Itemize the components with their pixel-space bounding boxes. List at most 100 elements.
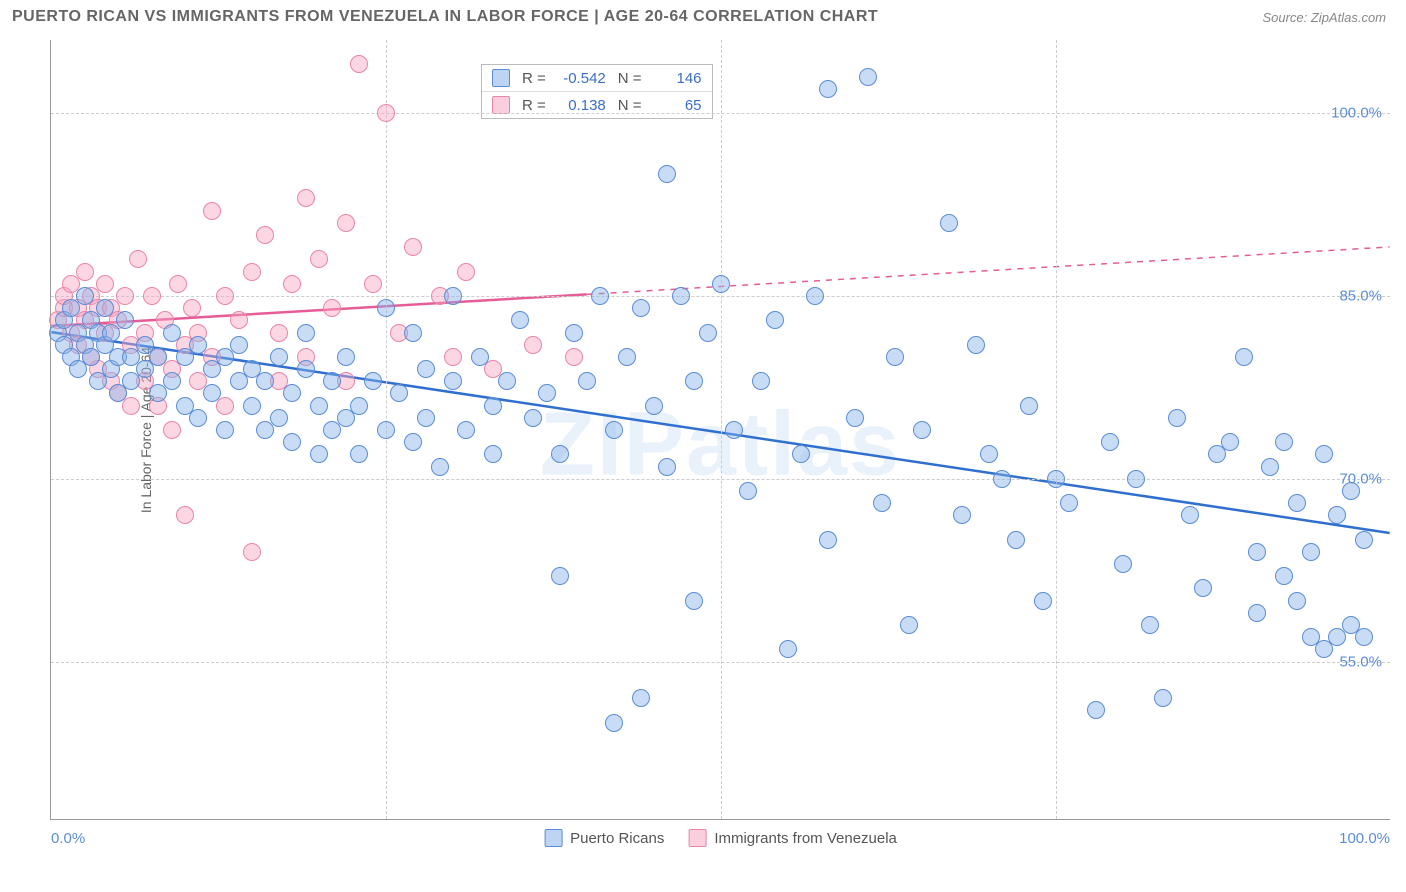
- scatter-point-blue: [980, 445, 998, 463]
- scatter-point-blue: [377, 299, 395, 317]
- scatter-point-blue: [846, 409, 864, 427]
- scatter-point-blue: [1221, 433, 1239, 451]
- scatter-point-blue: [390, 384, 408, 402]
- scatter-point-pink: [457, 263, 475, 281]
- y-tick-label: 100.0%: [1331, 105, 1382, 122]
- scatter-point-blue: [283, 384, 301, 402]
- scatter-point-blue: [632, 299, 650, 317]
- scatter-point-pink: [310, 250, 328, 268]
- scatter-point-blue: [658, 165, 676, 183]
- chart-header: PUERTO RICAN VS IMMIGRANTS FROM VENEZUEL…: [0, 0, 1406, 32]
- scatter-point-blue: [431, 458, 449, 476]
- scatter-point-pink: [76, 263, 94, 281]
- legend-label-blue: Puerto Ricans: [570, 830, 664, 847]
- scatter-point-pink: [129, 250, 147, 268]
- scatter-point-blue: [216, 421, 234, 439]
- n-value-blue: 146: [650, 70, 702, 87]
- scatter-point-blue: [900, 616, 918, 634]
- legend-swatch-blue-icon: [544, 829, 562, 847]
- scatter-point-blue: [1127, 470, 1145, 488]
- scatter-point-blue: [163, 372, 181, 390]
- gridline-vertical: [721, 40, 722, 819]
- scatter-point-blue: [1355, 531, 1373, 549]
- scatter-point-blue: [1261, 458, 1279, 476]
- scatter-point-blue: [1288, 592, 1306, 610]
- correlation-stats-box: R = -0.542 N = 146 R = 0.138 N = 65: [481, 64, 713, 119]
- scatter-point-blue: [377, 421, 395, 439]
- r-value-blue: -0.542: [554, 70, 606, 87]
- scatter-point-pink: [524, 336, 542, 354]
- legend: Puerto Ricans Immigrants from Venezuela: [544, 829, 897, 847]
- scatter-point-blue: [1302, 543, 1320, 561]
- scatter-point-blue: [1020, 397, 1038, 415]
- scatter-point-blue: [1328, 506, 1346, 524]
- scatter-point-blue: [1235, 348, 1253, 366]
- scatter-point-blue: [1154, 689, 1172, 707]
- scatter-point-blue: [364, 372, 382, 390]
- scatter-point-blue: [1315, 445, 1333, 463]
- scatter-point-blue: [511, 311, 529, 329]
- scatter-point-pink: [176, 506, 194, 524]
- scatter-point-blue: [672, 287, 690, 305]
- scatter-point-pink: [216, 287, 234, 305]
- scatter-point-blue: [819, 531, 837, 549]
- scatter-point-blue: [766, 311, 784, 329]
- scatter-point-blue: [658, 458, 676, 476]
- scatter-point-blue: [270, 348, 288, 366]
- scatter-point-blue: [297, 324, 315, 342]
- scatter-point-blue: [1007, 531, 1025, 549]
- scatter-point-pink: [116, 287, 134, 305]
- scatter-point-pink: [350, 55, 368, 73]
- scatter-point-pink: [565, 348, 583, 366]
- scatter-point-blue: [792, 445, 810, 463]
- scatter-point-blue: [76, 287, 94, 305]
- scatter-point-pink: [122, 397, 140, 415]
- scatter-point-blue: [1087, 701, 1105, 719]
- scatter-point-blue: [1342, 482, 1360, 500]
- scatter-point-blue: [645, 397, 663, 415]
- scatter-point-blue: [806, 287, 824, 305]
- scatter-point-blue: [457, 421, 475, 439]
- scatter-point-blue: [1047, 470, 1065, 488]
- scatter-point-pink: [404, 238, 422, 256]
- scatter-point-pink: [243, 543, 261, 561]
- x-axis-min-label: 0.0%: [51, 830, 85, 847]
- scatter-point-pink: [377, 104, 395, 122]
- scatter-point-blue: [444, 287, 462, 305]
- scatter-point-pink: [143, 287, 161, 305]
- scatter-point-blue: [417, 360, 435, 378]
- y-tick-label: 85.0%: [1339, 287, 1382, 304]
- legend-swatch-pink-icon: [688, 829, 706, 847]
- scatter-point-blue: [1288, 494, 1306, 512]
- scatter-point-blue: [565, 324, 583, 342]
- scatter-point-pink: [230, 311, 248, 329]
- n-value-pink: 65: [650, 97, 702, 114]
- scatter-point-blue: [484, 445, 502, 463]
- scatter-point-blue: [685, 592, 703, 610]
- scatter-point-blue: [886, 348, 904, 366]
- scatter-point-blue: [230, 336, 248, 354]
- scatter-point-blue: [310, 445, 328, 463]
- scatter-point-pink: [96, 275, 114, 293]
- scatter-point-blue: [725, 421, 743, 439]
- scatter-point-blue: [779, 640, 797, 658]
- scatter-point-blue: [149, 348, 167, 366]
- scatter-point-blue: [752, 372, 770, 390]
- scatter-point-blue: [1101, 433, 1119, 451]
- legend-item-pink: Immigrants from Venezuela: [688, 829, 897, 847]
- scatter-point-blue: [484, 397, 502, 415]
- scatter-point-blue: [444, 372, 462, 390]
- scatter-point-blue: [993, 470, 1011, 488]
- scatter-point-blue: [1114, 555, 1132, 573]
- source-label: Source: ZipAtlas.com: [1262, 10, 1386, 25]
- scatter-point-pink: [163, 421, 181, 439]
- scatter-point-blue: [605, 714, 623, 732]
- scatter-point-blue: [1034, 592, 1052, 610]
- legend-label-pink: Immigrants from Venezuela: [714, 830, 897, 847]
- scatter-point-blue: [404, 324, 422, 342]
- scatter-point-pink: [216, 397, 234, 415]
- scatter-point-blue: [297, 360, 315, 378]
- stats-row-blue: R = -0.542 N = 146: [482, 65, 712, 91]
- scatter-point-pink: [323, 299, 341, 317]
- scatter-point-pink: [256, 226, 274, 244]
